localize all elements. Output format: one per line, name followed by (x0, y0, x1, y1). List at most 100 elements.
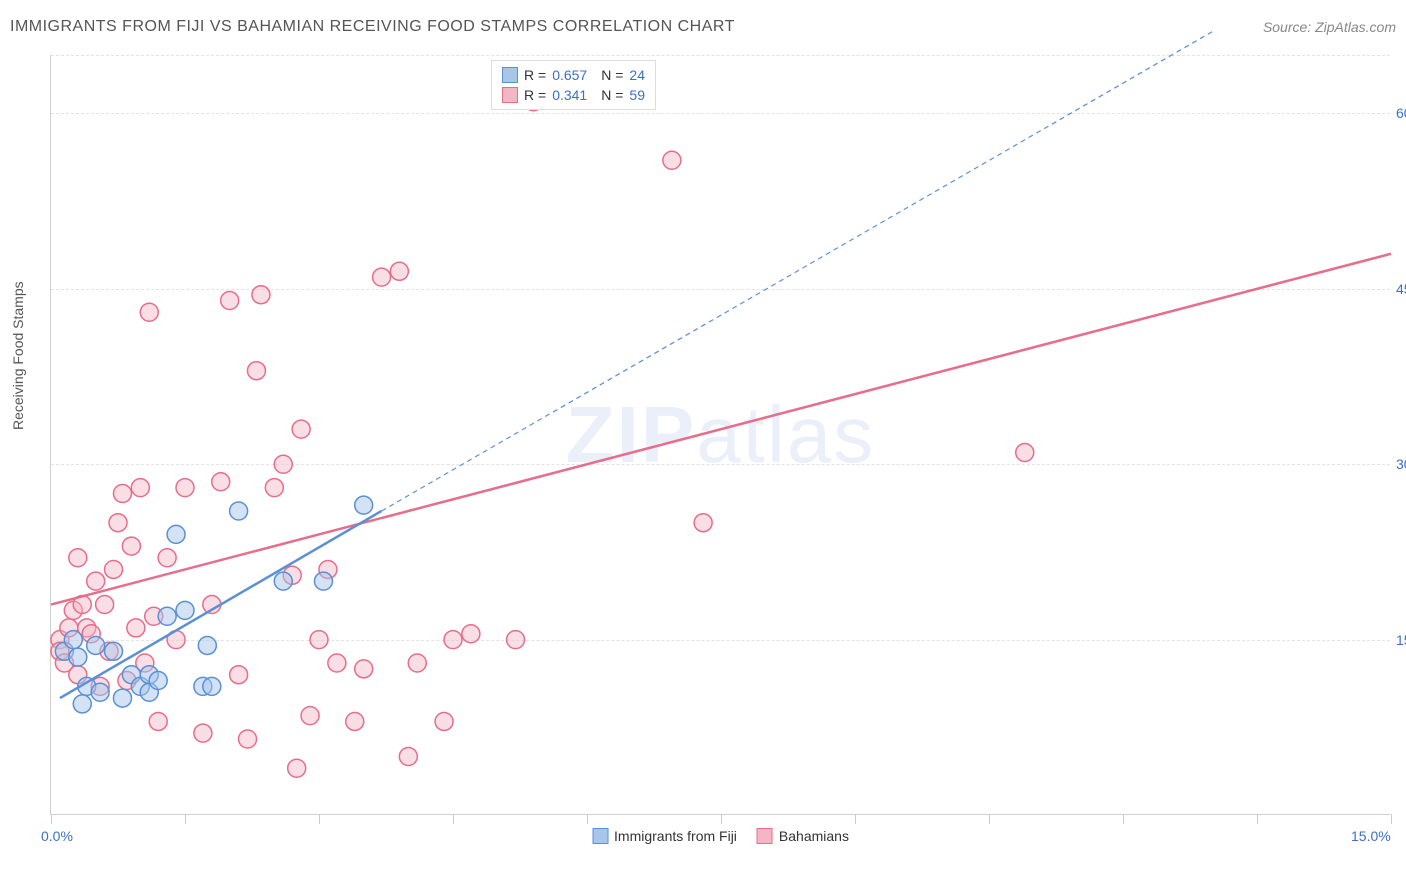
data-point (239, 730, 257, 748)
data-point (230, 666, 248, 684)
data-point (149, 712, 167, 730)
data-point (328, 654, 346, 672)
data-point (292, 420, 310, 438)
y-axis-label: Receiving Food Stamps (10, 281, 26, 430)
x-tick (989, 814, 990, 824)
data-point (176, 601, 194, 619)
data-point (274, 455, 292, 473)
x-tick (721, 814, 722, 824)
data-point (230, 502, 248, 520)
data-point (694, 514, 712, 532)
data-point (105, 642, 123, 660)
r-label: R = (524, 67, 546, 83)
legend-row-bahamians: R = 0.341 N = 59 (502, 85, 645, 105)
data-point (64, 631, 82, 649)
chart-title: IMMIGRANTS FROM FIJI VS BAHAMIAN RECEIVI… (10, 18, 735, 36)
x-tick (587, 814, 588, 824)
data-point (314, 572, 332, 590)
legend-item-bahamians: Bahamians (757, 828, 849, 844)
x-tick (319, 814, 320, 824)
n-label: N = (601, 67, 623, 83)
x-tick (1391, 814, 1392, 824)
correlation-legend-box: R = 0.657 N = 24 R = 0.341 N = 59 (491, 60, 656, 110)
x-tick (51, 814, 52, 824)
data-point (408, 654, 426, 672)
swatch-bahamians (757, 828, 773, 844)
source-label: Source: ZipAtlas.com (1263, 19, 1396, 35)
data-point (69, 648, 87, 666)
data-point (198, 636, 216, 654)
x-tick-label: 0.0% (41, 828, 73, 844)
data-point (113, 484, 131, 502)
data-point (176, 479, 194, 497)
data-point (247, 362, 265, 380)
r-value-fiji: 0.657 (552, 67, 587, 83)
x-tick (185, 814, 186, 824)
x-tick (855, 814, 856, 824)
r-value-bahamians: 0.341 (552, 87, 587, 103)
legend-row-fiji: R = 0.657 N = 24 (502, 65, 645, 85)
title-bar: IMMIGRANTS FROM FIJI VS BAHAMIAN RECEIVI… (10, 12, 1396, 42)
data-point (73, 695, 91, 713)
data-point (212, 473, 230, 491)
n-value-bahamians: 59 (629, 87, 645, 103)
x-tick-label: 15.0% (1351, 828, 1391, 844)
data-point (122, 537, 140, 555)
data-point (252, 286, 270, 304)
n-label: N = (601, 87, 623, 103)
data-point (194, 724, 212, 742)
legend-item-fiji: Immigrants from Fiji (592, 828, 737, 844)
data-point (399, 748, 417, 766)
data-point (373, 268, 391, 286)
y-tick-label: 15.0% (1396, 632, 1406, 648)
data-point (91, 683, 109, 701)
data-point (444, 631, 462, 649)
data-point (507, 631, 525, 649)
plot-area: ZIPatlas 15.0%30.0%45.0%60.0% 0.0%15.0% … (50, 55, 1390, 815)
data-point (167, 525, 185, 543)
data-point (1016, 444, 1034, 462)
legend-label-fiji: Immigrants from Fiji (614, 828, 737, 844)
n-value-fiji: 24 (629, 67, 645, 83)
x-tick (1257, 814, 1258, 824)
data-point (127, 619, 145, 637)
data-point (288, 759, 306, 777)
data-point (310, 631, 328, 649)
data-point (87, 572, 105, 590)
data-point (663, 151, 681, 169)
data-point (203, 677, 221, 695)
data-point (149, 672, 167, 690)
data-point (346, 712, 364, 730)
swatch-bahamians (502, 87, 518, 103)
data-point (274, 572, 292, 590)
data-point (435, 712, 453, 730)
data-point (158, 607, 176, 625)
chart-container: IMMIGRANTS FROM FIJI VS BAHAMIAN RECEIVI… (0, 0, 1406, 892)
data-point (462, 625, 480, 643)
bottom-legend: Immigrants from Fiji Bahamians (592, 828, 849, 844)
data-point (131, 479, 149, 497)
data-point (140, 303, 158, 321)
data-point (221, 292, 239, 310)
data-point (105, 560, 123, 578)
data-point (390, 262, 408, 280)
chart-svg (51, 55, 1390, 814)
y-tick-label: 60.0% (1396, 105, 1406, 121)
data-point (96, 596, 114, 614)
y-tick-label: 45.0% (1396, 281, 1406, 297)
data-point (301, 707, 319, 725)
data-point (109, 514, 127, 532)
regression-line (51, 254, 1391, 605)
data-point (69, 549, 87, 567)
swatch-fiji (592, 828, 608, 844)
x-tick (453, 814, 454, 824)
r-label: R = (524, 87, 546, 103)
data-point (265, 479, 283, 497)
data-point (113, 689, 131, 707)
y-tick-label: 30.0% (1396, 456, 1406, 472)
legend-label-bahamians: Bahamians (779, 828, 849, 844)
data-point (355, 660, 373, 678)
data-point (355, 496, 373, 514)
data-point (158, 549, 176, 567)
x-tick (1123, 814, 1124, 824)
